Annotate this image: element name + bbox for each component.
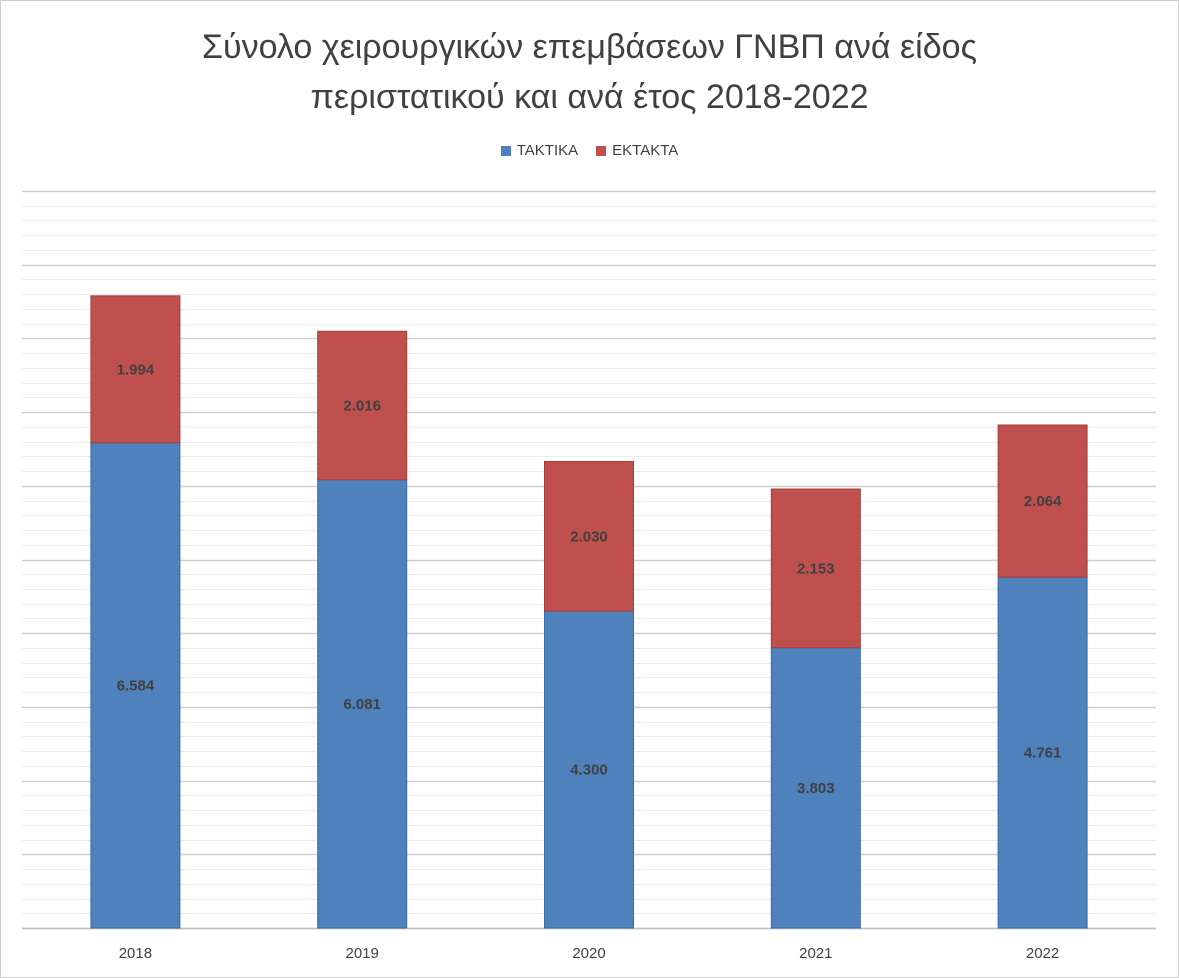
chart-title-line2: περιστατικού και ανά έτος 2018-2022 — [310, 78, 869, 116]
data-label-taktika-2021: 3.803 — [797, 780, 835, 797]
x-tick-label-2022: 2022 — [1026, 945, 1059, 962]
legend-item-taktika: ΤΑΚΤΙΚΑ — [500, 142, 579, 159]
data-label-taktika-2020: 4.300 — [570, 762, 608, 779]
bar-taktika-2021 — [770, 647, 861, 929]
legend-label-taktika: ΤΑΚΤΙΚΑ — [516, 142, 579, 159]
bar-taktika-2019 — [317, 479, 408, 929]
bar-taktika-2022 — [997, 576, 1088, 929]
legend-swatch-taktika — [500, 145, 511, 156]
x-tick-label-2019: 2019 — [346, 945, 379, 962]
data-label-ektakta-2021: 2.153 — [797, 560, 835, 577]
chart-title: Σύνολο χειρουργικών επεμβάσεων ΓΝΒΠ ανά … — [0, 22, 1179, 122]
legend-item-ektakta: ΕΚΤΑΚΤΑ — [596, 142, 678, 159]
legend-label-ektakta: ΕΚΤΑΚΤΑ — [612, 142, 679, 159]
data-label-taktika-2018: 6.584 — [117, 677, 155, 694]
x-tick-label-2020: 2020 — [572, 945, 605, 962]
x-tick-label-2018: 2018 — [119, 945, 152, 962]
chart-legend: ΤΑΚΤΙΚΑ ΕΚΤΑΚΤΑ — [0, 142, 1179, 159]
data-label-ektakta-2019: 2.016 — [343, 398, 381, 415]
data-label-ektakta-2022: 2.064 — [1024, 493, 1062, 510]
bar-ektakta-2019 — [317, 330, 408, 481]
bar-ektakta-2022 — [997, 424, 1088, 578]
data-label-taktika-2022: 4.761 — [1024, 745, 1062, 762]
legend-swatch-ektakta — [596, 145, 607, 156]
bar-ektakta-2018 — [90, 295, 181, 444]
data-label-taktika-2019: 6.081 — [343, 696, 381, 713]
data-label-ektakta-2020: 2.030 — [570, 528, 608, 545]
data-label-ektakta-2018: 1.994 — [117, 361, 155, 378]
chart-title-line1: Σύνολο χειρουργικών επεμβάσεων ΓΝΒΠ ανά … — [202, 28, 977, 66]
bar-ektakta-2021 — [770, 488, 861, 649]
bar-ektakta-2020 — [544, 460, 634, 612]
x-tick-label-2021: 2021 — [799, 945, 832, 962]
